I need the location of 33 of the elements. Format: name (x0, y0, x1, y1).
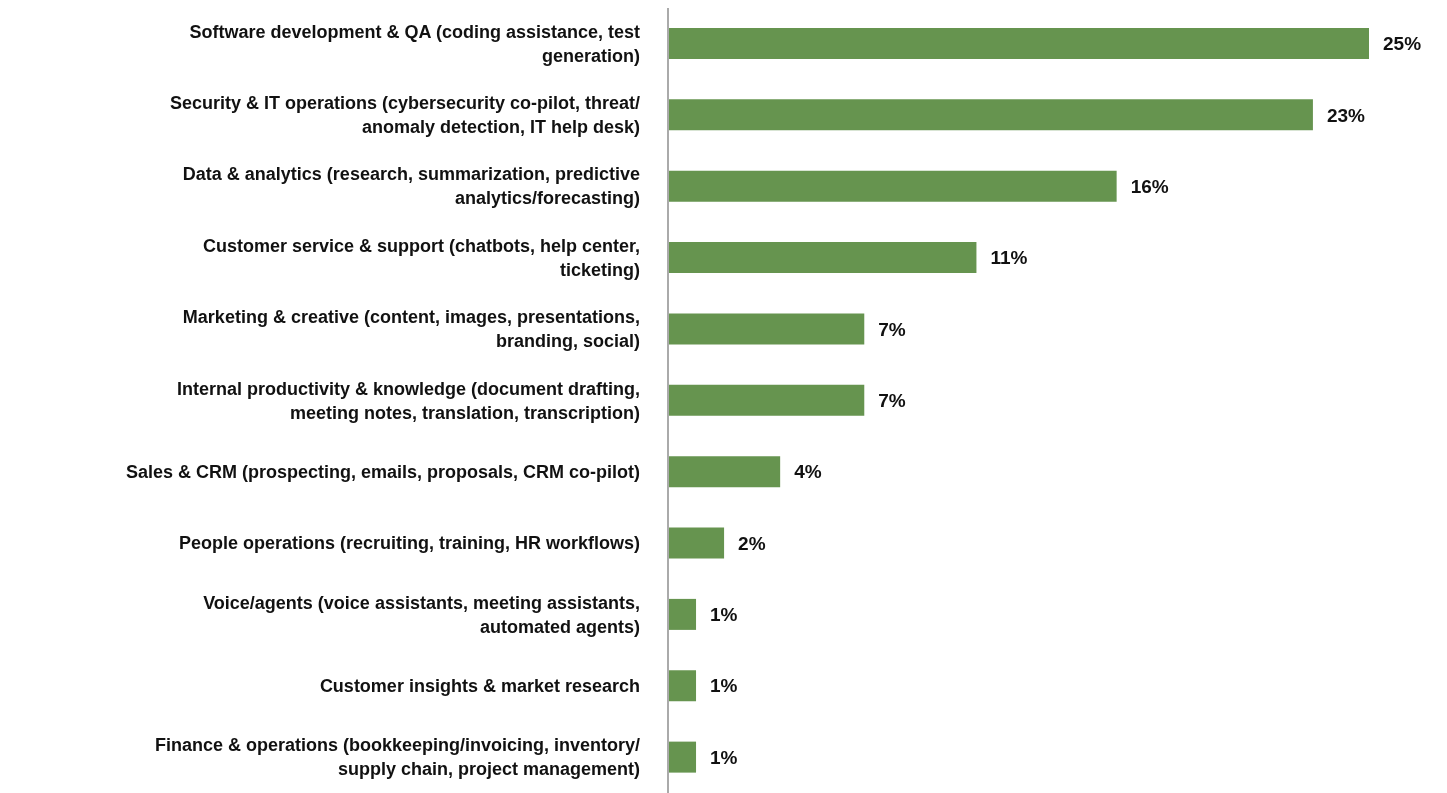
y-tick-label: Sales & CRM (prospecting, emails, proposals, CRM co-pilot) (125, 461, 640, 482)
y-tick-label: People operations (recruiting, training, HR workflows) (178, 533, 640, 554)
bar (668, 242, 977, 274)
bar (668, 27, 1369, 59)
data-label: 25% (1383, 33, 1422, 55)
bar (668, 170, 1117, 202)
bar (668, 741, 697, 773)
y-tick-label: Data & analytics (research, summarization, predictive analytics/forecasting) (182, 164, 641, 209)
data-label: 11% (990, 247, 1028, 269)
y-tick-label: Software development & QA (coding assistance, test generation) (189, 21, 640, 66)
data-label: 7% (878, 390, 906, 412)
y-tick-label: Customer insights & market research (319, 675, 640, 696)
bar (668, 527, 725, 559)
y-tick-label: Voice/agents (voice assistants, meeting assistants, automated agents) (203, 592, 640, 637)
data-label: 1% (710, 675, 738, 697)
bar (668, 670, 697, 702)
y-tick-label: Marketing & creative (content, images, presentations, branding, social) (182, 307, 640, 352)
data-label: 23% (1326, 104, 1366, 126)
bar (668, 313, 865, 345)
data-label: 7% (878, 318, 906, 340)
y-tick-label: Customer service & support (chatbots, help center, ticketing) (202, 235, 640, 280)
y-tick-label: Internal productivity & knowledge (document drafting, meeting notes, translation, transcription) (176, 378, 640, 423)
y-tick-label: Finance & operations (bookkeeping/invoicing, inventory/ supply chain, project management) (154, 735, 641, 780)
bar (668, 384, 865, 416)
y-tick-label: Security & IT operations (cybersecurity co-pilot, threat/ anomaly detection, IT help desk) (169, 93, 640, 138)
bar (668, 598, 697, 630)
data-label: 1% (710, 604, 738, 626)
data-label: 2% (738, 532, 766, 554)
data-label: 16% (1130, 175, 1169, 197)
data-label: 1% (710, 746, 738, 768)
data-label: 4% (794, 461, 822, 483)
bar (668, 99, 1313, 131)
bar (668, 456, 781, 488)
